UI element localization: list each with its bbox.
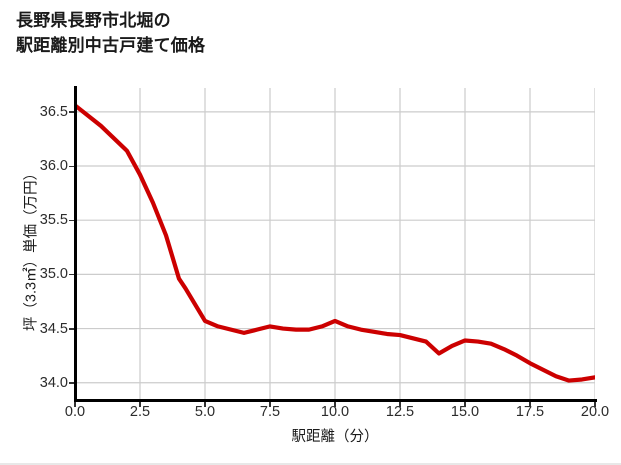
y-axis-tick-label: 36.0	[39, 158, 68, 175]
x-axis-tick-label: 5.0	[194, 404, 216, 420]
x-axis-tick-label: 7.5	[259, 404, 281, 420]
x-axis-tick-label: 15.0	[450, 404, 480, 420]
x-axis-tick-mark	[334, 402, 336, 407]
y-axis-tick-mark	[69, 111, 74, 113]
y-axis-tick-mark	[69, 382, 74, 384]
plot-area	[75, 88, 595, 399]
y-axis-tick-label: 34.0	[39, 374, 68, 391]
x-axis-tick-mark	[594, 402, 596, 407]
y-axis-tick-mark	[69, 165, 74, 168]
x-axis-tick-mark	[139, 402, 141, 407]
y-axis-tick-labels: 34.0 34.5 35.0 35.5 36.0 36.5	[0, 0, 68, 465]
y-axis-tick-mark	[69, 273, 74, 276]
x-axis-tick-mark	[399, 402, 401, 407]
x-axis-tick-label: 12.5	[385, 404, 415, 420]
x-axis-tick-mark	[464, 402, 466, 407]
x-axis-tick-mark	[269, 402, 271, 407]
grid-lines	[75, 88, 595, 399]
x-axis-tick-mark	[529, 402, 531, 407]
x-axis-tick-label: 0.0	[64, 404, 86, 420]
data-series-group	[75, 103, 595, 383]
x-axis-title: 駅距離（分）	[291, 429, 379, 445]
x-axis-tick-label: 20.0	[580, 404, 610, 420]
y-axis-tick-label: 34.5	[39, 320, 68, 337]
y-axis-tick-mark	[69, 328, 74, 330]
y-axis-tick-label: 36.5	[39, 103, 68, 120]
y-axis-title-holder: 坪（3.3㎡）単価（万円）	[0, 88, 40, 399]
chart-title-line1: 長野県長野市北堀の	[16, 11, 171, 30]
x-axis-tick-mark	[74, 402, 76, 407]
chart-title-line2: 駅距離別中古戸建て価格	[16, 36, 206, 56]
y-axis-tick-label: 35.0	[39, 266, 68, 283]
x-axis-tick-label: 2.5	[129, 404, 151, 420]
data-line	[75, 103, 595, 383]
y-axis-title: 坪（3.3㎡）単価（万円）	[23, 165, 40, 332]
x-axis-tick-label: 17.5	[515, 404, 545, 420]
chart-canvas	[75, 88, 595, 399]
x-axis-tick-mark	[204, 402, 206, 407]
x-axis-tick-label: 10.0	[320, 404, 350, 420]
x-axis-spine	[74, 399, 597, 402]
chart-title: 長野県長野市北堀の 駅距離別中古戸建て価格	[16, 8, 496, 58]
y-axis-tick-label: 35.5	[39, 212, 68, 229]
y-axis-tick-mark	[69, 219, 74, 222]
y-axis-spine	[74, 86, 77, 401]
